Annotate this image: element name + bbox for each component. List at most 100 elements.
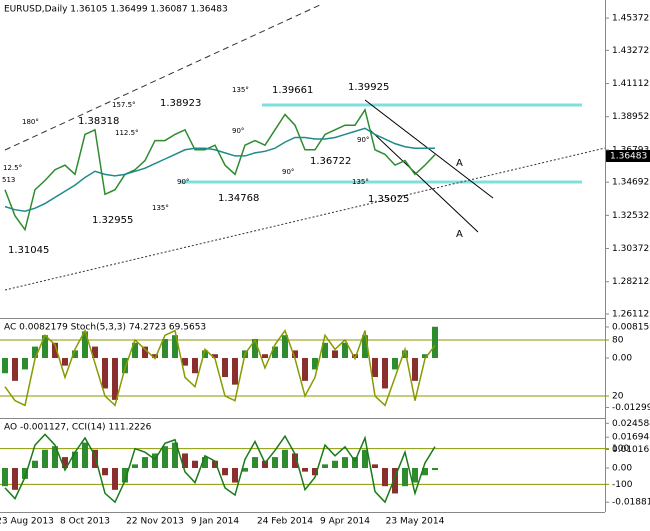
histogram-bar <box>212 460 218 468</box>
y-tick-label: 1.36793 <box>612 145 649 155</box>
histogram-bar <box>322 342 328 359</box>
histogram-bar <box>132 464 138 468</box>
annotation: 180° <box>22 118 39 126</box>
trend-line <box>4 4 321 151</box>
histogram-bar <box>82 442 88 468</box>
y-tick-label: 1.30372 <box>612 244 649 254</box>
histogram-bar <box>122 358 128 374</box>
annotation: 12.5° <box>3 164 22 172</box>
histogram-bar <box>152 453 158 468</box>
series-line <box>4 107 436 232</box>
histogram-bar <box>182 453 188 468</box>
histogram-bar <box>412 468 418 483</box>
y-tick-label: -0.01881 <box>612 498 650 508</box>
histogram-bar <box>312 358 318 370</box>
y-tick-label: 1.43272 <box>612 46 649 56</box>
annotation: 135° <box>152 204 169 212</box>
x-tick-label: 23 Aug 2013 <box>0 517 54 527</box>
histogram-bar <box>352 457 358 468</box>
y-tick-label: 0.008159 <box>612 322 650 332</box>
annotation: 135° <box>232 86 249 94</box>
channel-line <box>369 129 479 233</box>
histogram-bar <box>32 460 38 468</box>
histogram-bar <box>12 468 18 490</box>
histogram-bar <box>382 468 388 487</box>
histogram-bar <box>262 354 268 359</box>
histogram-bar <box>22 358 28 370</box>
last-price: 1.36483 <box>610 152 647 162</box>
histogram-bar <box>302 358 308 381</box>
histogram-bar <box>2 468 8 487</box>
histogram-bar <box>232 468 238 483</box>
y-tick-label: 1.38952 <box>612 112 649 122</box>
annotation: A <box>456 229 463 240</box>
y-tick-label: 20 <box>612 392 624 402</box>
histogram-bar <box>382 358 388 389</box>
annotation: 90° <box>282 168 294 176</box>
chart-title: EURUSD,Daily 1.36105 1.36499 1.36087 1.3… <box>4 5 228 15</box>
histogram-bar <box>32 346 38 359</box>
annotation: 1.35025 <box>368 194 409 205</box>
histogram-bar <box>202 457 208 468</box>
histogram-bar <box>172 442 178 468</box>
annotation: 112.5° <box>115 129 139 137</box>
annotation: 1.36722 <box>310 156 351 167</box>
histogram-bar <box>132 342 138 359</box>
histogram-bar <box>312 468 318 476</box>
annotation: 1.31045 <box>8 245 49 256</box>
histogram-bar <box>342 342 348 359</box>
y-tick-label: 1.32532 <box>612 211 649 221</box>
histogram-bar <box>432 326 438 359</box>
histogram-bar <box>112 468 118 490</box>
histogram-bar <box>72 451 78 468</box>
histogram-bar <box>2 358 8 374</box>
histogram-bar <box>72 350 78 359</box>
y-tick-label: 0.00 <box>612 354 632 364</box>
y-tick-label: 1.28212 <box>612 277 649 287</box>
y-tick-label: 0.01694 <box>612 433 649 443</box>
panel-title: AO -0.001127, CCI(14) 111.2226 <box>4 423 152 433</box>
y-tick-label: -100 <box>612 480 633 490</box>
y-tick-label: 80 <box>612 335 624 345</box>
series-line <box>4 433 436 504</box>
histogram-bar <box>142 457 148 468</box>
x-tick-label: 24 Feb 2014 <box>257 517 313 527</box>
y-tick-label: 0.024584 <box>612 419 650 429</box>
histogram-bar <box>182 358 188 366</box>
histogram-bar <box>162 338 168 359</box>
histogram-bar <box>42 335 48 359</box>
histogram-bar <box>432 468 438 471</box>
histogram-bar <box>232 358 238 385</box>
histogram-bar <box>352 354 358 359</box>
histogram-bar <box>252 457 258 468</box>
x-tick-label: 9 Apr 2014 <box>320 517 370 527</box>
annotation: 1.39925 <box>348 82 389 93</box>
histogram-bar <box>202 350 208 359</box>
y-tick-label: 1.34692 <box>612 178 649 188</box>
histogram-bar <box>102 358 108 389</box>
histogram-bar <box>62 358 68 366</box>
annotation: 1.38318 <box>78 116 119 127</box>
annotation: 157.5° <box>112 101 136 109</box>
annotation: 90° <box>357 136 369 144</box>
y-tick-label: -0.012993 <box>612 403 650 413</box>
y-tick-label: 0.00 <box>612 464 632 474</box>
histogram-bar <box>332 460 338 468</box>
histogram-bar <box>322 464 328 468</box>
x-tick-label: 23 May 2014 <box>386 517 445 527</box>
y-tick-label: 1.26112 <box>612 309 649 319</box>
annotation: 90° <box>177 178 189 186</box>
histogram-bar <box>92 449 98 468</box>
histogram-bar <box>292 350 298 359</box>
histogram-bar <box>12 358 18 381</box>
series-line <box>4 127 435 212</box>
histogram-bar <box>392 468 398 494</box>
x-tick-label: 9 Jan 2014 <box>191 517 239 527</box>
histogram-bar <box>272 346 278 359</box>
channel-line <box>364 99 494 199</box>
histogram-bar <box>262 460 268 468</box>
histogram-bar <box>172 335 178 359</box>
histogram-bar <box>402 468 408 487</box>
